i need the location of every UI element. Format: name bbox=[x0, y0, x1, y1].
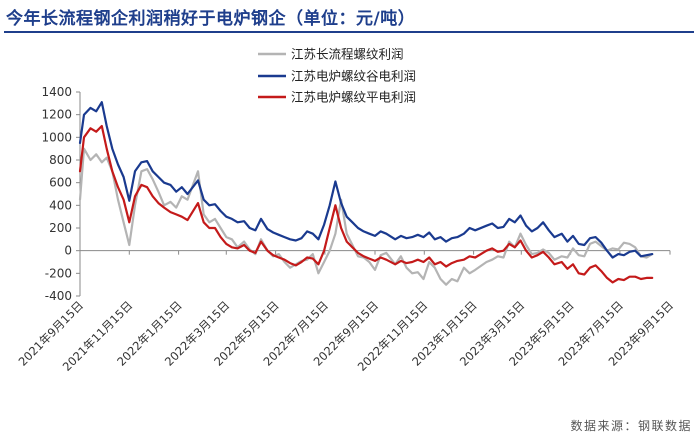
y-tick-label: -200 bbox=[45, 266, 72, 280]
y-tick-label: 800 bbox=[49, 153, 72, 167]
y-tick-label: 200 bbox=[49, 221, 72, 235]
y-tick-label: 1400 bbox=[41, 85, 72, 99]
series-line-3 bbox=[78, 124, 654, 284]
y-axis: -400 -200 0 200 400 600 800 1000 1200 1400 bbox=[41, 85, 81, 303]
y-tick-label: 0 bbox=[64, 244, 72, 258]
legend-label-1: 江苏长流程螺纹利润 bbox=[291, 47, 404, 62]
series-line-1 bbox=[78, 147, 654, 286]
y-tick-label: 600 bbox=[49, 176, 72, 190]
series-line-2 bbox=[78, 101, 654, 259]
y-tick-label: 1200 bbox=[41, 108, 72, 122]
legend-label-2: 江苏电炉螺纹谷电利润 bbox=[291, 69, 416, 84]
title-underline bbox=[4, 31, 694, 33]
chart-title: 今年长流程钢企利润稍好于电炉钢企（单位：元/吨） bbox=[6, 9, 416, 29]
y-tick-label: -400 bbox=[45, 289, 72, 303]
series-layer bbox=[78, 101, 654, 286]
legend-label-3: 江苏电炉螺纹平电利润 bbox=[291, 90, 416, 105]
y-tick-label: 1000 bbox=[41, 130, 72, 144]
data-source: 数据来源：钢联数据 bbox=[570, 419, 692, 433]
y-tick-label: 400 bbox=[49, 198, 72, 212]
